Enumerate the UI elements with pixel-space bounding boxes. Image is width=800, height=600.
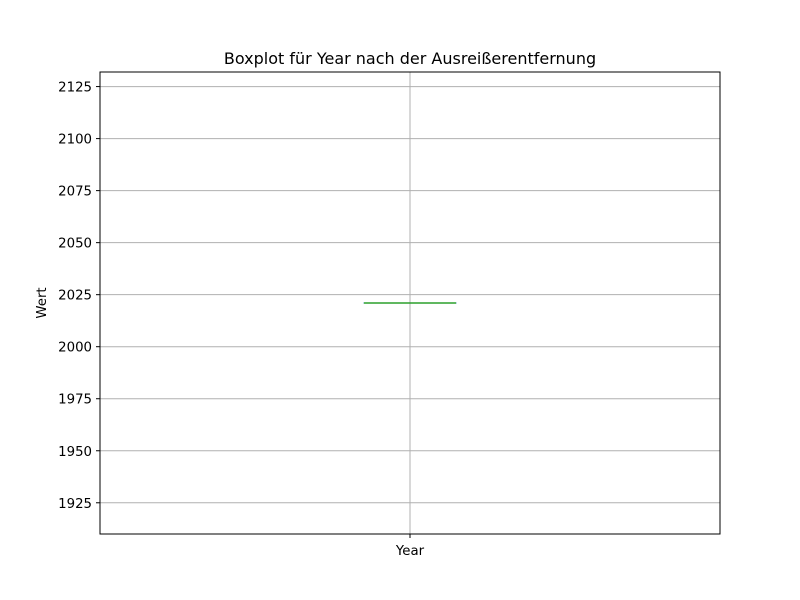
y-tick-label: 2050 bbox=[58, 237, 92, 252]
y-tick-label: 2025 bbox=[58, 289, 92, 304]
y-tick-label: 1975 bbox=[58, 393, 92, 408]
y-axis-label: Wert bbox=[35, 287, 50, 318]
y-tick-label: 1925 bbox=[58, 497, 92, 512]
y-tick-label: 2100 bbox=[58, 133, 92, 148]
y-axis-ticks: 1925 1950 1975 2000 2025 2050 2075 2100 2125 bbox=[58, 81, 100, 512]
y-tick-label: 2075 bbox=[58, 185, 92, 200]
y-tick-label: 1950 bbox=[58, 445, 92, 460]
x-axis-ticks: Year bbox=[395, 534, 425, 559]
chart-title: Boxplot für Year nach der Ausreißerentfe… bbox=[224, 49, 596, 68]
y-tick-label: 2000 bbox=[58, 341, 92, 356]
grid-lines bbox=[100, 72, 720, 534]
x-tick-label: Year bbox=[395, 544, 425, 559]
y-tick-label: 2125 bbox=[58, 81, 92, 96]
